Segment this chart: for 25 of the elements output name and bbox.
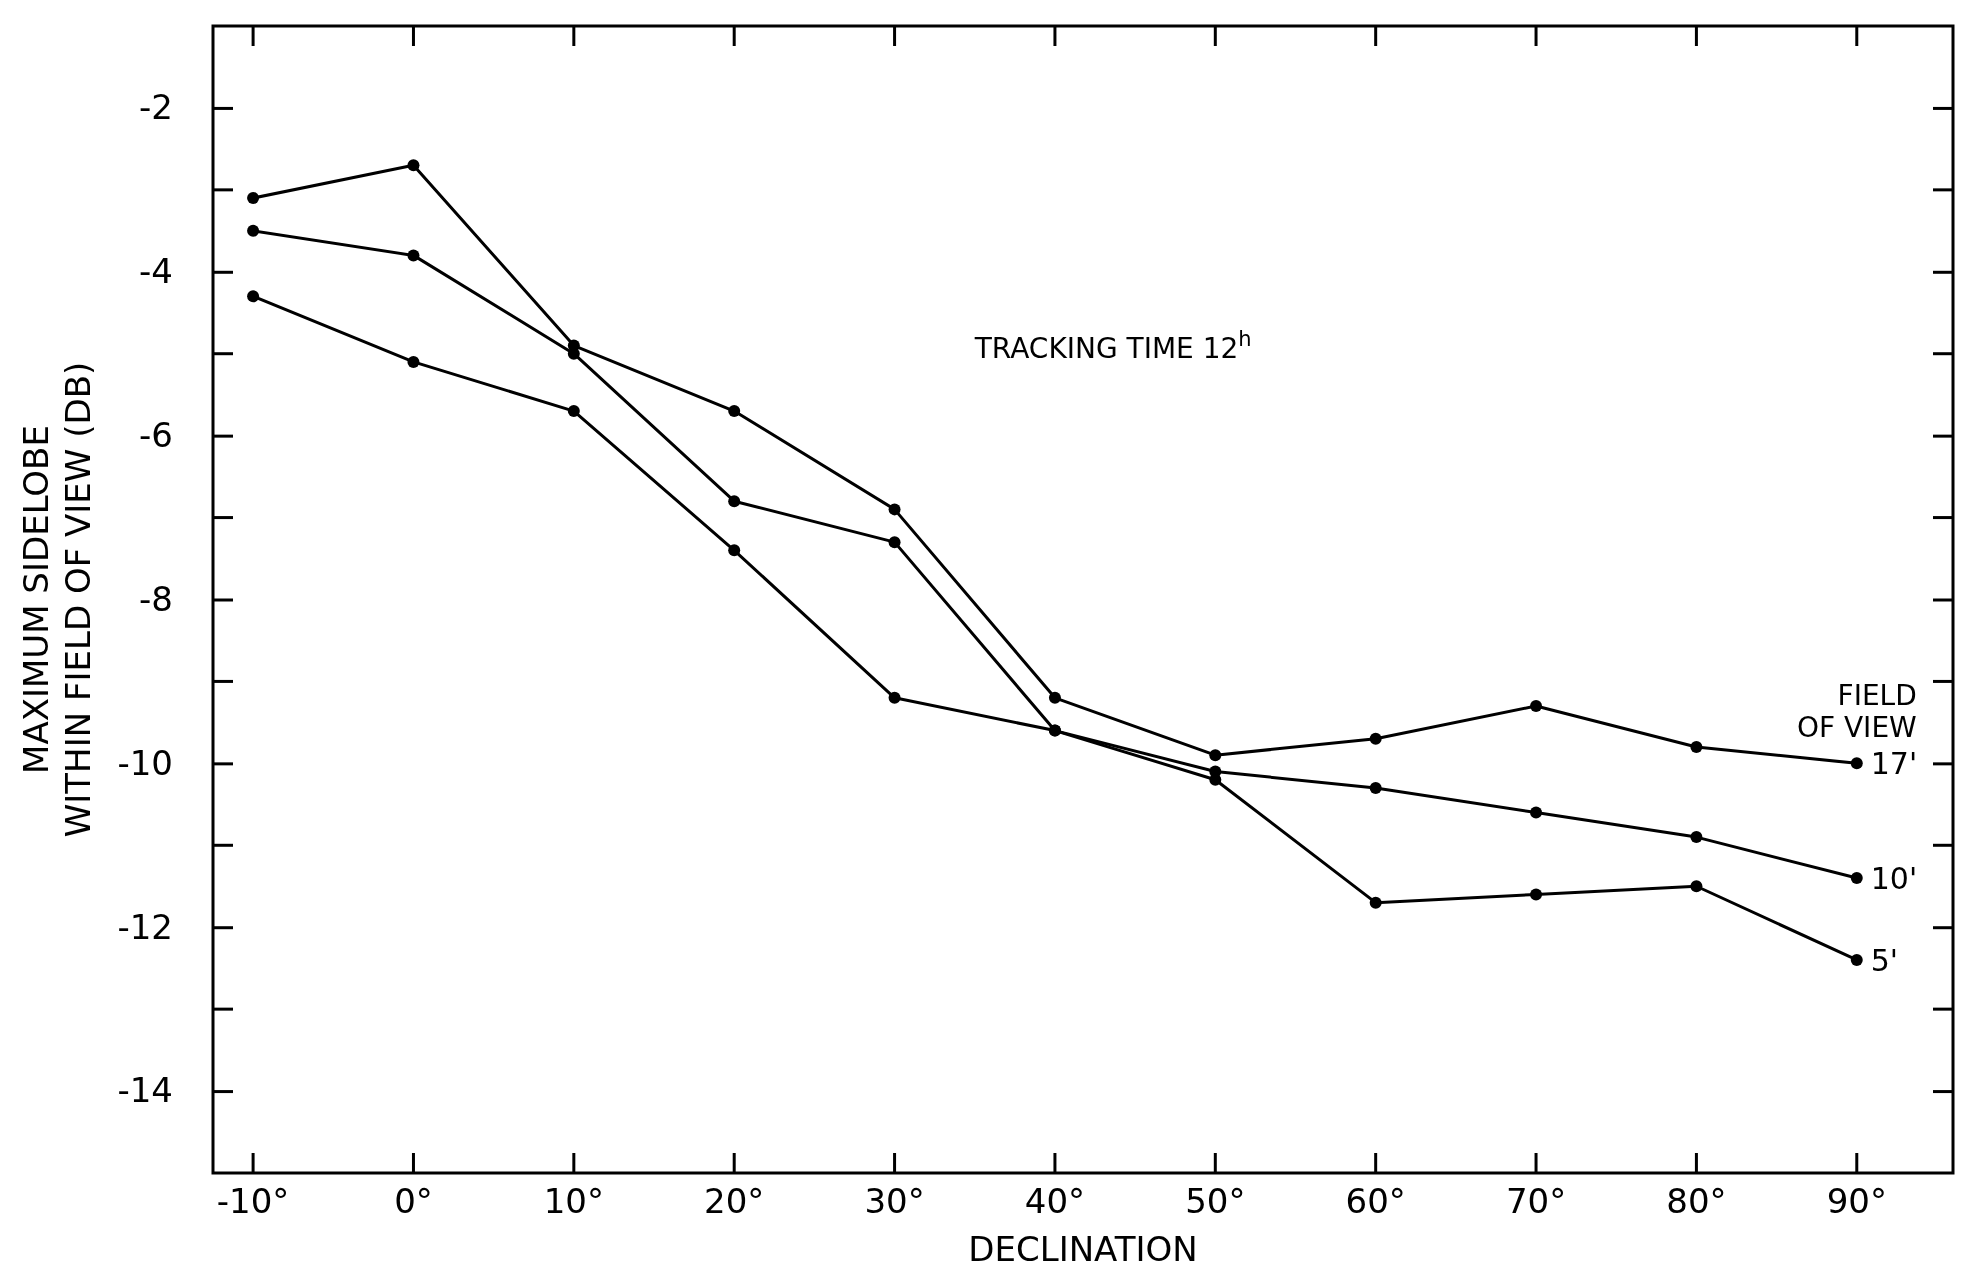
y-axis-title: MAXIMUM SIDELOBE WITHIN FIELD OF VIEW (DB) [16, 361, 98, 838]
x-tick-label: 80° [1666, 1181, 1727, 1221]
legend-title: FIELD OF VIEW [1796, 679, 1917, 745]
x-tick-label: 90° [1826, 1181, 1887, 1221]
series-label: 5' [1870, 942, 1899, 978]
x-tick-label: 10° [543, 1181, 604, 1221]
y-tick-label: -8 [139, 578, 173, 619]
x-tick-label: 60° [1345, 1181, 1406, 1221]
y-tick-label: -12 [117, 906, 173, 947]
x-tick-label: 40° [1024, 1181, 1086, 1221]
x-tick-label: 20° [704, 1181, 765, 1221]
x-tick-label: 50° [1185, 1181, 1246, 1221]
y-tick-label: -6 [139, 415, 173, 456]
y-tick-label: -2 [139, 87, 173, 128]
y-tick-label: -4 [139, 251, 173, 292]
x-tick-label: 70° [1505, 1181, 1567, 1221]
legend-label: 17' [1870, 746, 1918, 782]
series-label: 10' [1870, 861, 1918, 897]
x-tick-label: 30° [864, 1181, 925, 1221]
y-tick-label: -10 [117, 742, 173, 783]
x-tick-label: 0° [394, 1181, 433, 1221]
annotation: TRACKING TIME 12$^{h}$ [973, 326, 1252, 365]
y-tick-label: -14 [117, 1070, 173, 1111]
x-axis-title: DECLINATION [968, 1229, 1198, 1269]
x-tick-label: -10° [216, 1181, 290, 1221]
